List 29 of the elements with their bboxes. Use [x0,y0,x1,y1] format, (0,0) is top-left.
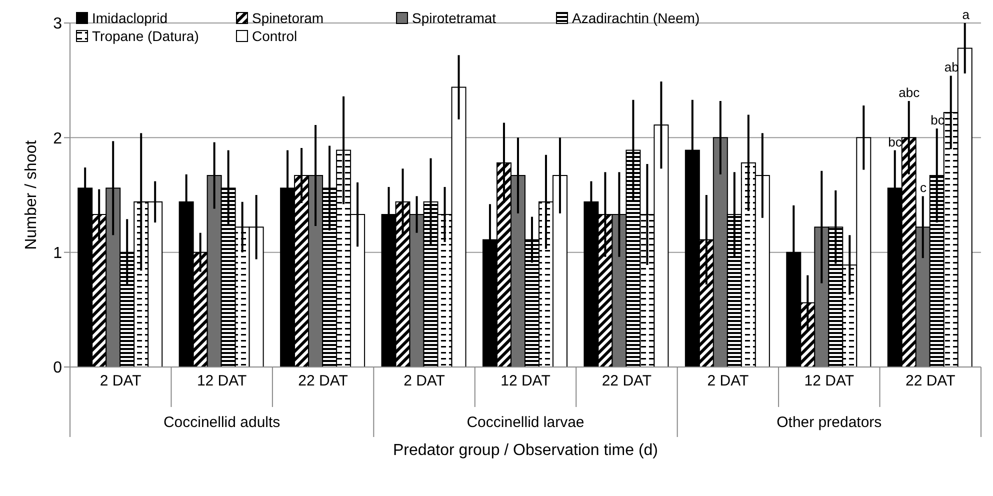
text: a [962,7,970,22]
text: Coccinellid larvae [466,414,584,431]
legend-label: Control [252,28,298,44]
legend-label: Spinetoram [252,10,324,26]
x-tick-label: 22 DAT [298,372,348,390]
y-tick-label: 2 [53,130,62,148]
x-tick-label: 2 DAT [404,372,445,390]
y-tick-label: 1 [53,245,62,262]
x-tick-label: 12 DAT [500,372,550,390]
text: Other predators [776,414,882,431]
y-tick-label: 0 [53,360,62,377]
x-axis-title: Predator group / Observation time (d) [392,442,658,459]
y-tick-label: 3 [53,16,62,33]
legend-label: Imidacloprid [92,10,168,26]
x-tick-label: 2 DAT [707,372,749,390]
x-tick-label: 22 DAT [602,372,652,390]
x-tick-label: 22 DAT [906,372,956,390]
y-axis-title: Number / shoot [23,140,40,250]
annotation: c [920,180,928,196]
x-tick-label: 2 DAT [100,372,142,390]
x-tick-label: 12 DAT [804,372,854,390]
legend-label: Spirotetramat [412,10,496,26]
annotation: abc [898,84,920,100]
text: Coccinellid adults [163,414,280,431]
legend-label: Azadirachtin (Neem) [572,10,700,26]
annotation: bc [888,134,902,150]
legend-label: Tropane (Datura) [92,28,199,44]
annotation: bc [930,112,945,128]
x-tick-label: 12 DAT [196,372,247,390]
